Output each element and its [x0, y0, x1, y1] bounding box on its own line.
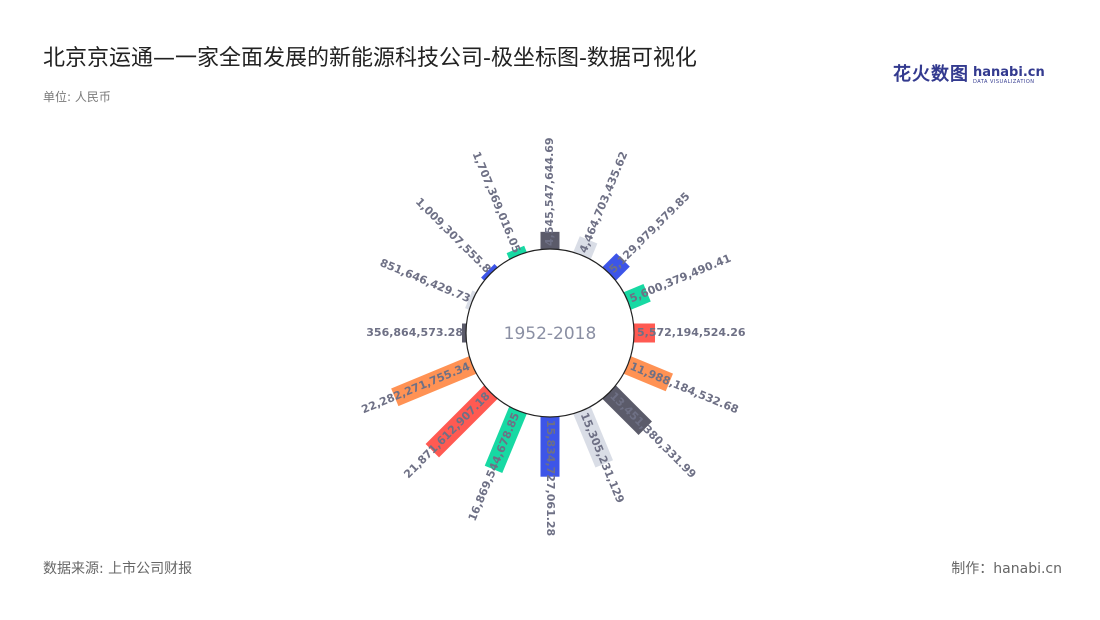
- center-label: 1952-2018: [504, 324, 597, 344]
- polar-bar: [391, 355, 478, 407]
- value-label: 356,864,573.28: [366, 326, 463, 339]
- polar-bar: [622, 355, 673, 392]
- polar-bar: [506, 245, 528, 261]
- center-circle: [465, 248, 635, 418]
- polar-bar: [484, 405, 528, 473]
- polar-bar: [540, 231, 560, 251]
- hanabi-logo: 花火数图 hanabi.cn DATA VISUALIZATION: [893, 60, 1045, 86]
- value-label: 5,572,194,524.26: [637, 326, 746, 339]
- polar-bar: [601, 384, 652, 435]
- polar-bar: [481, 264, 499, 282]
- value-label: 4,464,703,435.62: [577, 150, 631, 255]
- value-label: 11,988,184,532.68: [628, 360, 740, 416]
- value-label: 851,646,429.73: [378, 256, 472, 305]
- logo-text-cn: 花火数图: [893, 64, 969, 85]
- polar-bar: [425, 384, 499, 458]
- value-label: 22,282,271,755.34: [360, 360, 473, 417]
- maker-credit: 制作：hanabi.cn: [951, 561, 1062, 577]
- page-title: 北京京运通—一家全面发展的新能源科技公司-极坐标图-数据可视化: [43, 46, 697, 71]
- polar-bar: [572, 405, 614, 468]
- unit-label: 单位: 人民币: [43, 90, 111, 104]
- data-source: 数据来源: 上市公司财报: [43, 561, 193, 577]
- value-label: 5,600,379,490.41: [628, 252, 733, 306]
- polar-bar: [540, 415, 560, 477]
- value-label: 4,545,547,644.69: [543, 137, 556, 246]
- value-label: 15,305,231,129: [578, 411, 627, 505]
- value-label: 5,129,979,579.85: [607, 190, 693, 276]
- value-label: 16,869,544,678.85: [466, 411, 522, 523]
- polar-bar: [632, 323, 656, 343]
- value-label: 15,834,727,061.28: [544, 420, 557, 536]
- logo-subtext: DATA VISUALIZATION: [973, 79, 1035, 85]
- logo-text-en: hanabi.cn: [973, 65, 1045, 80]
- value-label: 13,451,380,331.99: [607, 390, 698, 481]
- value-label: 21,871,612,907.18: [401, 390, 492, 481]
- value-label: 1,009,307,555.8: [413, 195, 494, 276]
- value-label: 1,707,369,016.05: [470, 150, 524, 255]
